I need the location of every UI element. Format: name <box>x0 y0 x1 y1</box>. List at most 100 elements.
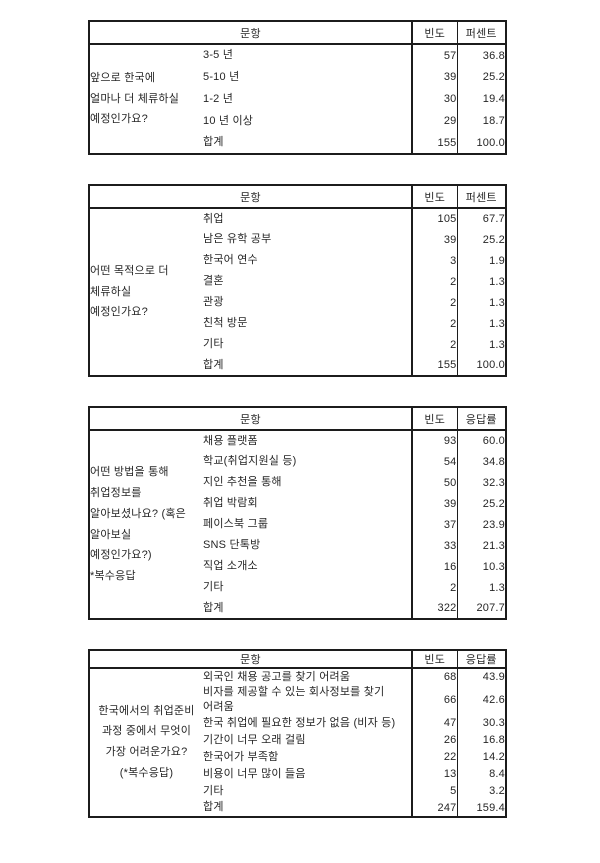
table-row: 한국 취업에 필요한 정보가 없음 (비자 등) 47 30.3 <box>89 714 506 732</box>
question-cell: 어떤 목적으로 더 체류하실 예정인가요? <box>90 264 169 319</box>
frequency-cell: 37 <box>411 514 457 535</box>
table-row: SNS 단톡방 33 21.3 <box>89 535 506 556</box>
frequency-cell: 29 <box>411 110 457 132</box>
frequency-column-header: 빈도 <box>411 21 457 45</box>
frequency-cell: 39 <box>411 66 457 88</box>
table-row: 합계 155 100.0 <box>89 355 506 376</box>
percent-cell: 25.2 <box>456 493 506 514</box>
item-cell: 비자를 제공할 수 있는 회사정보를 찾기 어려움 <box>203 686 385 713</box>
item-cell: 한국어 연수 <box>203 254 258 267</box>
table-row: 1-2 년 30 19.4 <box>89 88 506 110</box>
table-row: 친척 방문 2 1.3 <box>89 313 506 334</box>
question-column-header: 문항 <box>89 185 412 209</box>
item-cell: 취업 박람회 <box>203 497 258 510</box>
item-cell: 기타 <box>203 581 224 594</box>
table-row: 취업 박람회 39 25.2 <box>89 493 506 514</box>
percent-cell: 67.7 <box>456 208 506 229</box>
percent-cell: 19.4 <box>456 88 506 110</box>
table-row: 기타 5 3.2 <box>89 782 506 800</box>
frequency-cell: 66 <box>411 685 457 715</box>
frequency-cell: 50 <box>411 472 457 493</box>
percent-cell: 159.4 <box>456 799 506 817</box>
percent-cell: 100.0 <box>456 355 506 376</box>
question-column-header: 문항 <box>89 407 412 431</box>
question-cell: 한국에서의 취업준비 과정 중에서 무엇이 가장 어려운가요? (*복수응답) <box>98 704 195 780</box>
table-row: 비용이 너무 많이 들음 13 8.4 <box>89 765 506 783</box>
table-row: 5-10 년 39 25.2 <box>89 66 506 88</box>
survey-table-stay-purpose: 문항 빈도 퍼센트 어떤 목적으로 더 체류하실 예정인가요? 취업 105 67.7 남은 … <box>88 184 507 377</box>
frequency-cell: 22 <box>411 748 457 766</box>
question-column-header: 문항 <box>89 650 412 669</box>
frequency-cell: 247 <box>411 799 457 817</box>
table-row: 한국어가 부족함 22 14.2 <box>89 748 506 766</box>
frequency-cell: 47 <box>411 714 457 732</box>
item-cell: 비용이 너무 많이 들음 <box>203 767 306 780</box>
percent-cell: 25.2 <box>456 229 506 250</box>
frequency-cell: 2 <box>411 334 457 355</box>
frequency-cell: 39 <box>411 493 457 514</box>
item-cell: 합계 <box>203 358 224 371</box>
percent-cell: 21.3 <box>456 535 506 556</box>
table-row: 어떤 방법을 통해 취업정보를 알아보셨나요? (혹은 알아보실 예정인가요?)… <box>89 430 506 582</box>
question-cell: 앞으로 한국에 얼마나 더 체류하실 예정인가요? <box>90 71 180 126</box>
percent-cell: 1.3 <box>456 313 506 334</box>
header-row: 문항 빈도 퍼센트 <box>89 185 506 209</box>
frequency-cell: 155 <box>411 355 457 376</box>
item-cell: 학교(취업지원실 등) <box>203 455 297 468</box>
item-cell: 5-10 년 <box>203 70 240 83</box>
item-cell: SNS 단톡방 <box>203 539 261 552</box>
table-row: 어떤 목적으로 더 체류하실 예정인가요? 취업 105 67.7 <box>89 208 506 318</box>
table-row: 10 년 이상 29 18.7 <box>89 110 506 132</box>
frequency-cell: 54 <box>411 451 457 472</box>
item-cell: 합계 <box>203 601 224 614</box>
table-row: 합계 155 100.0 <box>89 132 506 154</box>
item-cell: 직업 소개소 <box>203 560 258 573</box>
survey-table-job-prep-difficulties: 문항 빈도 응답률 한국에서의 취업준비 과정 중에서 무엇이 가장 어려운가요? (… <box>88 649 507 818</box>
percent-cell: 25.2 <box>456 66 506 88</box>
table-row: 앞으로 한국에 얼마나 더 체류하실 예정인가요? 3-5 년 57 36.8 <box>89 44 506 125</box>
percent-cell: 42.6 <box>456 685 506 715</box>
survey-tables: 문항 빈도 퍼센트 앞으로 한국에 얼마나 더 체류하실 예정인가요? 3-5 년 57 3… <box>0 20 600 818</box>
percent-cell: 14.2 <box>456 748 506 766</box>
percent-cell: 36.8 <box>456 44 506 66</box>
percent-cell: 32.3 <box>456 472 506 493</box>
frequency-cell: 2 <box>411 292 457 313</box>
frequency-cell: 68 <box>411 668 457 685</box>
table-row: 직업 소개소 16 10.3 <box>89 556 506 577</box>
item-cell: 결혼 <box>203 275 224 288</box>
frequency-cell: 2 <box>411 313 457 334</box>
survey-table-stay-duration: 문항 빈도 퍼센트 앞으로 한국에 얼마나 더 체류하실 예정인가요? 3-5 년 57 3… <box>88 20 507 155</box>
document-page: 문항 빈도 퍼센트 앞으로 한국에 얼마나 더 체류하실 예정인가요? 3-5 년 57 3… <box>0 20 600 818</box>
percent-cell: 10.3 <box>456 556 506 577</box>
item-cell: 10 년 이상 <box>203 114 254 127</box>
frequency-cell: 33 <box>411 535 457 556</box>
percent-cell: 207.7 <box>456 598 506 619</box>
frequency-cell: 3 <box>411 250 457 271</box>
percent-cell: 43.9 <box>456 668 506 685</box>
item-cell: 채용 플랫폼 <box>203 434 258 447</box>
item-cell: 외국인 채용 공고를 찾기 어려움 <box>203 670 351 683</box>
question-column-header: 문항 <box>89 21 412 45</box>
table-row: 합계 322 207.7 <box>89 598 506 619</box>
percent-cell: 60.0 <box>456 430 506 451</box>
table-row: 비자를 제공할 수 있는 회사정보를 찾기 어려움 66 42.6 <box>89 685 506 715</box>
frequency-cell: 105 <box>411 208 457 229</box>
item-cell: 한국 취업에 필요한 정보가 없음 (비자 등) <box>203 716 396 729</box>
item-cell: 친척 방문 <box>203 317 248 330</box>
frequency-column-header: 빈도 <box>411 407 457 431</box>
frequency-cell: 2 <box>411 577 457 598</box>
frequency-cell: 30 <box>411 88 457 110</box>
frequency-cell: 13 <box>411 765 457 783</box>
percent-column-header: 응답률 <box>456 407 506 431</box>
frequency-column-header: 빈도 <box>411 185 457 209</box>
frequency-cell: 57 <box>411 44 457 66</box>
frequency-column-header: 빈도 <box>411 650 457 669</box>
table-row: 지인 추천을 통해 50 32.3 <box>89 472 506 493</box>
frequency-cell: 39 <box>411 229 457 250</box>
question-cell: 어떤 방법을 통해 취업정보를 알아보셨나요? (혹은 알아보실 예정인가요?)… <box>90 465 186 583</box>
percent-cell: 18.7 <box>456 110 506 132</box>
item-cell: 3-5 년 <box>203 49 234 62</box>
percent-cell: 1.9 <box>456 250 506 271</box>
table-row: 관광 2 1.3 <box>89 292 506 313</box>
table-row: 기타 2 1.3 <box>89 334 506 355</box>
